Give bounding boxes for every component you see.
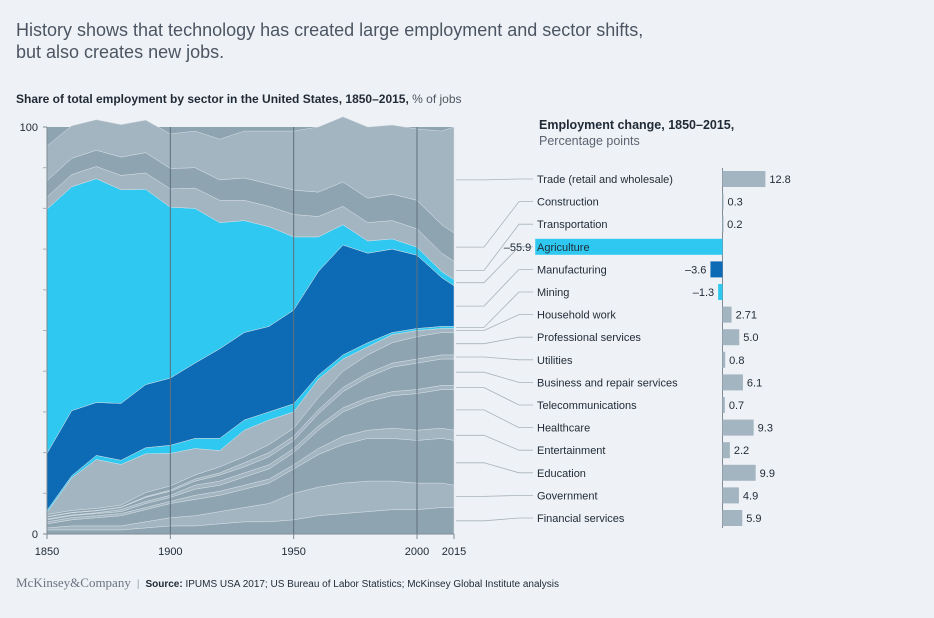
- category-label-utilities: Utilities: [537, 355, 573, 367]
- bar-financial-services: [722, 510, 743, 526]
- value-label-professional-services: 5.0: [743, 332, 758, 344]
- category-label-construction: Construction: [537, 197, 599, 209]
- value-label-manufacturing: –3.6: [685, 264, 706, 276]
- bar-transportation: [722, 216, 724, 233]
- value-label-financial-services: 5.9: [746, 513, 761, 525]
- category-label-healthcare: Healthcare: [537, 423, 590, 435]
- category-label-agriculture: Agriculture: [537, 242, 590, 254]
- chart-subtitle-unit: % of jobs: [412, 92, 462, 106]
- category-label-entertainment: Entertainment: [537, 445, 605, 457]
- x-tick-label-1900: 1900: [158, 546, 182, 558]
- value-label-construction: 0.3: [728, 197, 743, 209]
- leader-entertainment: [456, 434, 533, 451]
- y-tick-label-0: 0: [32, 529, 38, 541]
- footer-separator: |: [136, 579, 140, 590]
- value-label-education: 9.9: [760, 468, 775, 480]
- bar-business-and-repair-services: [722, 374, 743, 391]
- leader-agriculture: [456, 246, 533, 284]
- category-label-mining: Mining: [537, 287, 569, 299]
- bar-household-work: [722, 306, 732, 323]
- bar-utilities: [722, 351, 726, 368]
- leader-household-work: [456, 314, 533, 331]
- y-tick-label-100: 100: [20, 122, 38, 134]
- category-label-government: Government: [537, 490, 598, 502]
- category-label-manufacturing: Manufacturing: [537, 264, 607, 276]
- leader-education: [456, 462, 533, 474]
- mckinsey-logo: McKinsey&Company: [16, 575, 131, 590]
- chart-subtitle-bold: Share of total employment by sector in t…: [16, 92, 409, 106]
- value-label-household-work: 2.71: [736, 310, 757, 322]
- leader-financial-services: [456, 517, 533, 522]
- category-label-telecommunications: Telecommunications: [537, 400, 637, 412]
- category-label-transportation: Transportation: [537, 219, 608, 231]
- category-label-financial-services: Financial services: [537, 513, 625, 525]
- value-label-agriculture: –55.9: [504, 242, 532, 254]
- leader-telecommunications: [456, 387, 533, 406]
- value-label-trade-retail-and-wholesale: 12.8: [769, 174, 790, 186]
- leader-construction: [456, 201, 533, 248]
- bar-telecommunications: [722, 397, 725, 413]
- leader-business-and-repair-services: [456, 371, 533, 383]
- value-label-entertainment: 2.2: [734, 445, 749, 457]
- source-text: IPUMS USA 2017; US Bureau of Labor Stati…: [185, 579, 559, 590]
- bar-agriculture: [535, 238, 723, 255]
- value-label-utilities: 0.8: [729, 355, 744, 367]
- category-label-education: Education: [537, 468, 586, 480]
- bar-chart-title-line2: Percentage points: [539, 134, 640, 148]
- leader-transportation: [456, 223, 533, 271]
- footer: McKinsey&Company | Source: IPUMS USA 2017;…: [16, 575, 559, 591]
- category-label-trade-retail-and-wholesale: Trade (retail and wholesale): [537, 174, 673, 186]
- headline: History shows that technology has create…: [16, 20, 644, 62]
- bar-entertainment: [722, 442, 730, 459]
- bar-chart-title-line1: Employment change, 1850–2015,: [539, 118, 735, 132]
- bar-mining: [718, 284, 723, 300]
- value-label-business-and-repair-services: 6.1: [747, 377, 762, 389]
- category-label-household-work: Household work: [537, 310, 616, 322]
- bar-government: [722, 487, 739, 504]
- x-tick-label-2000: 2000: [405, 546, 429, 558]
- leader-manufacturing: [456, 268, 533, 307]
- x-tick-label-1950: 1950: [281, 546, 305, 558]
- bar-healthcare: [722, 419, 754, 436]
- chart-subtitle: Share of total employment by sector in t…: [16, 92, 462, 106]
- x-tick-label-1850: 1850: [35, 546, 59, 558]
- value-label-transportation: 0.2: [727, 219, 742, 231]
- leader-utilities: [456, 356, 533, 361]
- bar-manufacturing: [710, 261, 723, 278]
- value-label-healthcare: 9.3: [758, 423, 773, 435]
- category-label-professional-services: Professional services: [537, 332, 641, 344]
- leader-government: [456, 494, 533, 497]
- bar-trade-retail-and-wholesale: [722, 171, 766, 187]
- leader-healthcare: [456, 409, 533, 429]
- value-label-government: 4.9: [743, 490, 758, 502]
- value-label-telecommunications: 0.7: [729, 400, 744, 412]
- bar-education: [722, 464, 756, 481]
- leader-mining: [456, 291, 533, 328]
- employment-chart: 0 100 1850 1900 1950 2000 2015 Trade (retail an…: [20, 116, 791, 558]
- leader-trade-retail-and-wholesale: [456, 178, 533, 181]
- bar-construction: [722, 193, 724, 210]
- source-label: Source:: [145, 579, 183, 590]
- bar-professional-services: [722, 329, 740, 346]
- leader-professional-services: [456, 336, 533, 345]
- value-label-mining: –1.3: [693, 287, 714, 299]
- bar-chart-title: Employment change, 1850–2015, Percentage…: [539, 117, 734, 149]
- category-label-business-and-repair-services: Business and repair services: [537, 377, 678, 389]
- x-tick-label-2015: 2015: [442, 546, 466, 558]
